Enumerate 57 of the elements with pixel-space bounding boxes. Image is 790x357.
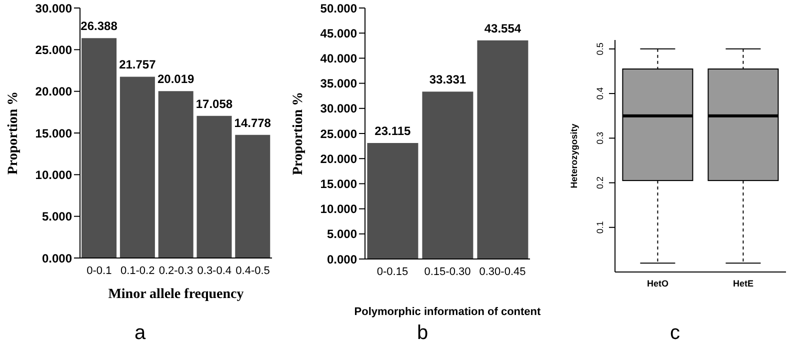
bar xyxy=(120,76,155,258)
bar xyxy=(158,91,194,258)
y-axis-title: Heterozygosity xyxy=(569,124,580,188)
bar xyxy=(422,92,474,259)
x-tick-label: 0.4-0.5 xyxy=(236,264,270,277)
y-axis-title: Proportion % xyxy=(290,92,306,176)
y-tick-label: 5.000 xyxy=(42,210,72,224)
text: a xyxy=(133,322,147,345)
bar xyxy=(82,38,117,258)
y-tick-label: 10.000 xyxy=(320,202,358,216)
data-label: 20.019 xyxy=(157,72,195,86)
y-tick-label: 15.000 xyxy=(35,126,72,140)
data-label: 23.115 xyxy=(374,124,412,138)
y-axis-title: Proportion % xyxy=(6,91,21,175)
x-tick-label: 0.1-0.2 xyxy=(120,264,155,277)
y-tick-label: 0.5 xyxy=(595,42,605,56)
y-tick-label: 50.000 xyxy=(320,1,358,16)
x-tick-label: 0.15-0.30 xyxy=(424,266,471,278)
y-tick-label: 0.3 xyxy=(595,132,605,144)
x-axis-title: Minor allele frequency xyxy=(108,287,244,302)
y-tick-label: 25.000 xyxy=(35,42,72,57)
x-tick-label: 0.3-0.4 xyxy=(197,264,232,277)
bar xyxy=(196,116,232,258)
y-tick-label: 35.000 xyxy=(320,76,358,91)
y-tick-label: 45.000 xyxy=(320,26,358,40)
x-tick-label: HetO xyxy=(646,278,669,288)
bar xyxy=(367,142,418,259)
y-tick-label: 30.000 xyxy=(320,102,358,116)
y-tick-label: 5.000 xyxy=(326,227,358,242)
y-tick-label: 0.2 xyxy=(595,176,605,190)
y-tick-label: 0.000 xyxy=(326,252,358,266)
x-tick-label: HetE xyxy=(732,278,754,288)
y-tick-label: 10.000 xyxy=(35,168,72,182)
data-label: 14.778 xyxy=(234,116,272,130)
data-label: 21.757 xyxy=(119,58,156,72)
y-tick-label: 25.000 xyxy=(320,126,358,141)
data-label: 26.388 xyxy=(80,19,118,34)
data-label: 17.058 xyxy=(196,96,233,111)
y-tick-label: 15.000 xyxy=(320,176,358,191)
bar xyxy=(477,40,528,259)
x-tick-label: 0.2-0.3 xyxy=(158,264,194,277)
data-label: 33.331 xyxy=(429,72,466,87)
text: c xyxy=(669,322,681,345)
x-tick-label: 0.30-0.45 xyxy=(479,266,526,278)
x-axis-title: Polymorphic information of content xyxy=(354,306,542,318)
y-tick-label: 0.1 xyxy=(595,221,605,234)
data-label: 43.554 xyxy=(484,21,522,36)
y-tick-label: 0.000 xyxy=(42,251,72,266)
x-tick-label: 0-0.1 xyxy=(86,264,112,277)
bar xyxy=(235,134,270,258)
y-tick-label: 20.000 xyxy=(35,84,72,99)
text: b xyxy=(416,322,430,345)
x-tick-label: 0-0.15 xyxy=(376,266,408,278)
y-tick-label: 0.4 xyxy=(595,87,605,100)
y-tick-label: 30.000 xyxy=(35,1,72,16)
y-tick-label: 20.000 xyxy=(320,152,358,166)
y-tick-label: 40.000 xyxy=(320,51,358,66)
